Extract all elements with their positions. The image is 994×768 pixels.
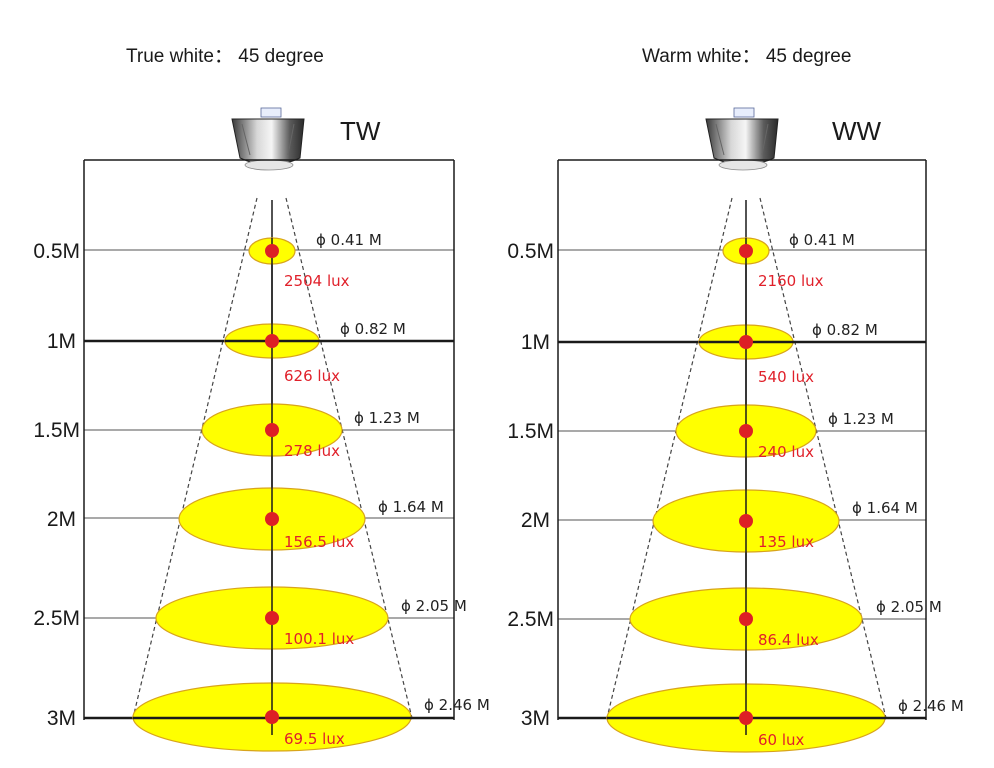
distance-label: 2M [521,509,550,532]
center-dot [265,710,279,724]
lux-label: 2504 lux [284,272,350,290]
distance-label: 1.5M [33,419,80,442]
center-dot [739,424,753,438]
lux-label: 2160 lux [758,272,824,290]
panel-ww: Warm white： 45 degree WW [507,46,964,753]
distance-labels: 0.5M 1M 1.5M 2M 2.5M 3M [33,240,80,730]
diameter-label: ϕ 1.23 M [354,409,420,427]
center-dot [265,512,279,526]
lamp-icon [231,107,305,171]
center-dot [265,244,279,258]
distance-label: 1M [47,330,76,353]
panel-tw: True white： 45 degree TW [33,46,490,752]
center-dot [265,423,279,437]
lux-label: 60 lux [758,731,805,749]
diameter-label: ϕ 0.41 M [789,231,855,249]
diameter-labels: ϕ 0.41 M ϕ 0.82 M ϕ 1.23 M ϕ 1.64 M ϕ 2.… [316,231,490,714]
diameter-label: ϕ 1.23 M [828,410,894,428]
panel-code-label: TW [340,116,381,146]
diameter-label: ϕ 0.82 M [340,320,406,338]
diameter-label: ϕ 2.46 M [424,696,490,714]
diameter-label: ϕ 1.64 M [852,499,918,517]
panel-title: Warm white： 45 degree [642,46,851,67]
lux-labels: 2160 lux 540 lux 240 lux 135 lux 86.4 lu… [758,272,824,749]
lux-label: 540 lux [758,368,814,386]
diameter-label: ϕ 2.46 M [898,697,964,715]
axis-overlay [607,238,886,735]
center-dot [739,244,753,258]
distance-label: 0.5M [33,240,80,263]
frame [557,159,927,720]
diameter-labels: ϕ 0.41 M ϕ 0.82 M ϕ 1.23 M ϕ 1.64 M ϕ 2.… [789,231,964,715]
distance-label: 2M [47,508,76,531]
center-dot [265,334,279,348]
lux-label: 278 lux [284,442,340,460]
center-dot [739,711,753,725]
distance-label: 2.5M [507,608,554,631]
panel-code-label: WW [832,116,882,146]
diameter-label: ϕ 0.82 M [812,321,878,339]
lux-label: 86.4 lux [758,631,819,649]
lux-label: 626 lux [284,367,340,385]
center-dot [265,611,279,625]
center-dots [265,244,279,724]
distance-label: 2.5M [33,607,80,630]
distance-labels: 0.5M 1M 1.5M 2M 2.5M 3M [507,240,554,730]
axis-overlay [133,238,412,735]
frame [83,159,455,720]
distance-label: 1M [521,331,550,354]
center-dot [739,335,753,349]
diameter-label: ϕ 2.05 M [401,597,467,615]
center-dot [739,612,753,626]
center-dots [739,244,753,725]
center-dot [739,514,753,528]
lux-labels: 2504 lux 626 lux 278 lux 156.5 lux 100.1… [284,272,354,748]
diameter-label: ϕ 0.41 M [316,231,382,249]
lux-label: 100.1 lux [284,630,354,648]
lux-label: 240 lux [758,443,814,461]
diameter-label: ϕ 1.64 M [378,498,444,516]
lux-label: 135 lux [758,533,814,551]
lux-label: 156.5 lux [284,533,354,551]
diameter-label: ϕ 2.05 M [876,598,942,616]
distance-label: 0.5M [507,240,554,263]
lux-label: 69.5 lux [284,730,345,748]
lamp-icon [705,107,779,171]
distance-label: 1.5M [507,420,554,443]
distance-label: 3M [47,707,76,730]
panel-title: True white： 45 degree [126,46,324,67]
distance-label: 3M [521,707,550,730]
